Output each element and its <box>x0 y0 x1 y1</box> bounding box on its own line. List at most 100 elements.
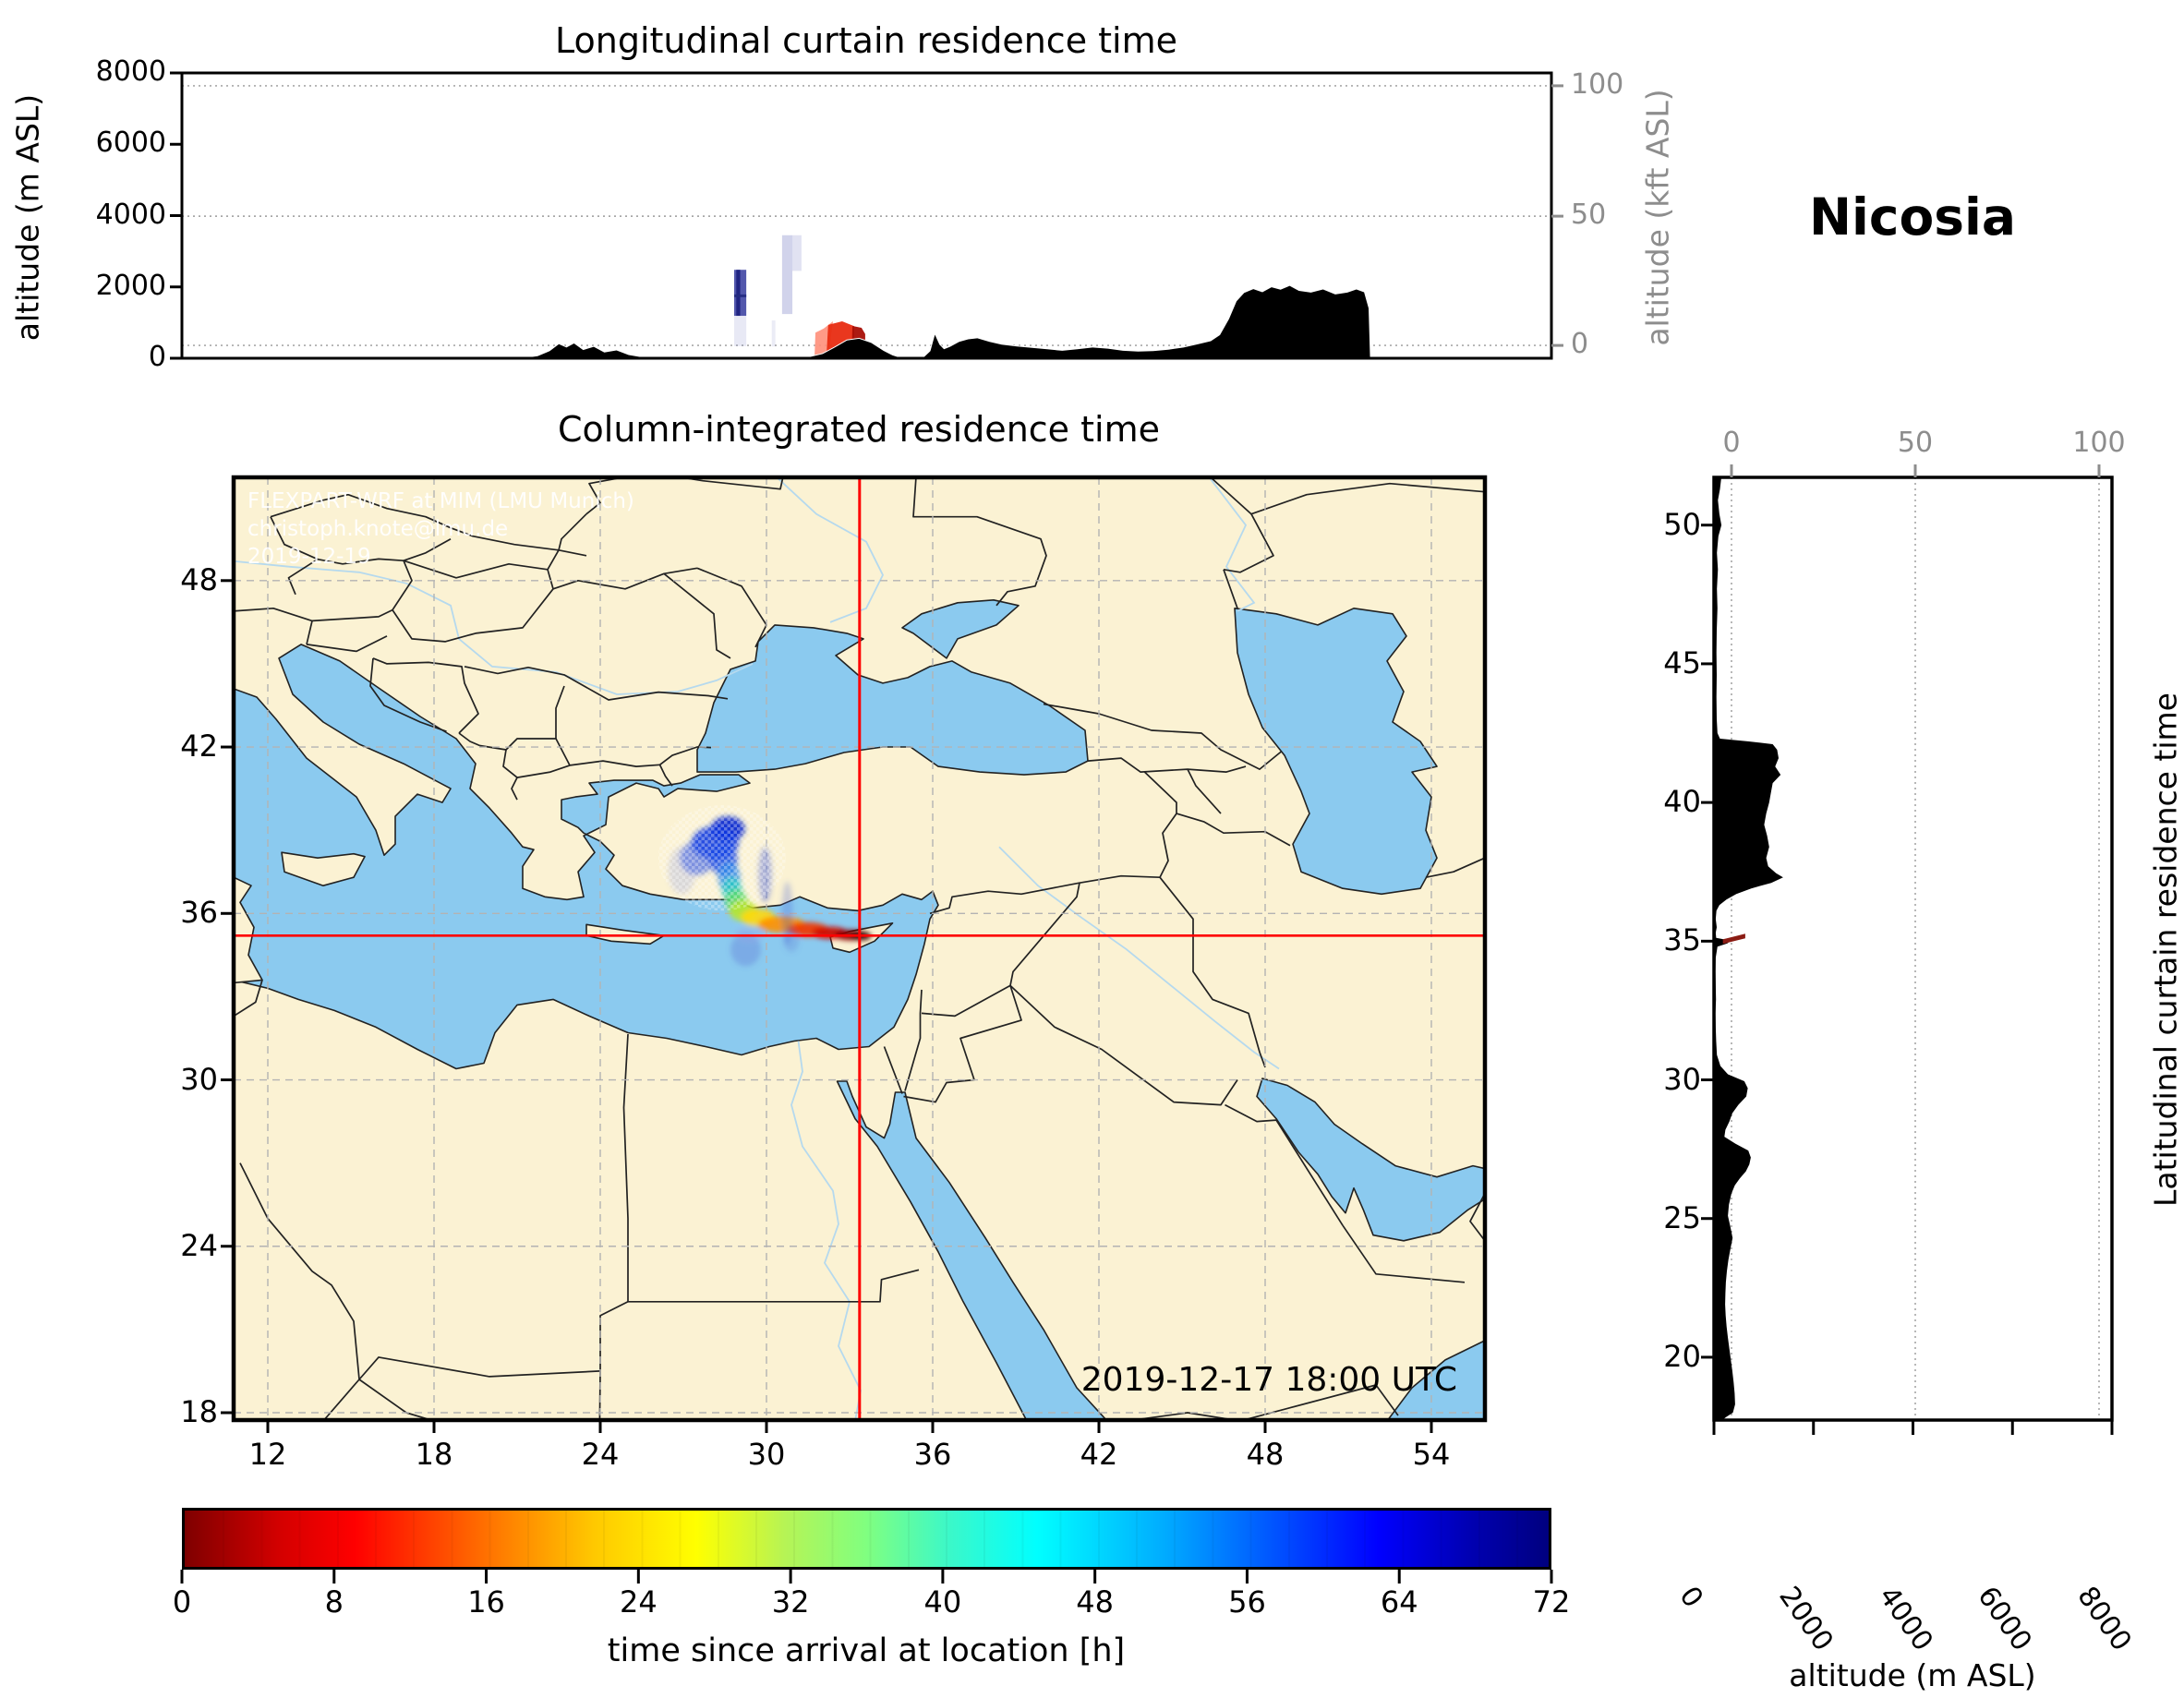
country-border <box>622 1033 629 1302</box>
latitudinal-ytick-label: 30 <box>1663 1061 1701 1097</box>
country-border <box>306 620 313 645</box>
country-border <box>479 738 556 751</box>
colorbar-tick-label: 72 <box>1532 1584 1571 1620</box>
river-line <box>790 1041 862 1420</box>
country-border <box>372 657 479 734</box>
residence-time-blue-column <box>771 320 776 347</box>
map-panel-title: Column-integrated residence time <box>558 409 1160 450</box>
water-body-mediterranean <box>234 644 939 1070</box>
longitudinal-ytick-right-label: 0 <box>1571 328 1589 361</box>
water-body-azov <box>901 599 1020 659</box>
colorbar-label: time since arrival at location [h] <box>607 1632 1126 1669</box>
map-panel <box>234 477 1485 1420</box>
country-border <box>1009 984 1238 1106</box>
country-border <box>555 685 565 739</box>
water-body-persian_gulf <box>1256 1078 1485 1242</box>
station-title: Nicosia <box>1809 187 2016 247</box>
map-xtick-label: 54 <box>1412 1437 1451 1472</box>
map-border <box>231 475 1488 1423</box>
country-border <box>904 989 923 1091</box>
island-tunisia <box>234 876 263 984</box>
country-border <box>1469 1193 1485 1242</box>
island-sicily <box>281 851 366 886</box>
colorbar <box>182 1508 1551 1570</box>
river-line <box>1209 477 1256 612</box>
country-border <box>1223 513 1274 573</box>
plume-blob <box>783 927 800 953</box>
latitudinal-ytick-label: 20 <box>1663 1338 1701 1374</box>
country-border <box>306 635 388 653</box>
country-border <box>555 738 571 766</box>
colorbar-tick-label: 56 <box>1228 1584 1266 1620</box>
longitudinal-ytick-right-label: 50 <box>1571 199 1607 232</box>
plume-blob <box>734 925 766 943</box>
longitudinal-terrain-profile <box>182 284 1551 359</box>
longitudinal-curtain-panel <box>170 71 1563 360</box>
country-border <box>1275 1119 1344 1226</box>
country-border <box>883 1046 903 1094</box>
map-watermark: FLEXPART-WRF at MIM (LMU Munich) christo… <box>247 488 634 571</box>
country-border <box>234 980 263 1018</box>
latitudinal-curtain-panel <box>1701 464 2114 1435</box>
water-body-red_sea <box>836 1080 1108 1420</box>
river-line <box>234 560 754 695</box>
latitudinal-ytick-label: 50 <box>1663 506 1701 542</box>
longitudinal-ylabel-right: altitude (kft ASL) <box>1639 89 1676 346</box>
map-xtick-label: 24 <box>581 1437 620 1472</box>
longitudinal-ytick-label: 8000 <box>95 55 166 88</box>
longitudinal-ytick-label: 2000 <box>95 269 166 302</box>
country-border <box>1187 768 1222 814</box>
country-border <box>458 732 480 747</box>
map-xtick-label: 42 <box>1080 1437 1118 1472</box>
country-border <box>403 537 452 562</box>
residence-time-blue-column <box>733 316 747 346</box>
latitudinal-ytick-label: 25 <box>1663 1199 1701 1235</box>
map-xtick-label: 12 <box>248 1437 287 1472</box>
latitudinal-xtick-top-label: 50 <box>1897 427 1934 459</box>
country-border <box>929 874 1161 915</box>
longitudinal-ytick-label: 0 <box>148 341 166 373</box>
country-border <box>1159 813 1177 878</box>
country-border <box>912 477 1047 607</box>
country-border <box>1425 857 1485 879</box>
country-border <box>1159 876 1266 1068</box>
latitudinal-xtick-top-label: 100 <box>2072 427 2126 459</box>
country-border <box>1009 883 1080 986</box>
country-border <box>403 549 560 579</box>
latitudinal-xlabel: altitude (m ASL) <box>1789 1657 2036 1693</box>
residence-time-blue-column <box>781 235 793 315</box>
colorbar-tick-label: 40 <box>923 1584 962 1620</box>
water-body-black_sea <box>696 624 1089 776</box>
country-border <box>464 666 729 701</box>
map-ytick-label: 48 <box>180 561 218 597</box>
residence-time-blue-column <box>792 235 802 271</box>
latitudinal-panel-border <box>1712 476 2114 1422</box>
colorbar-tick-label: 32 <box>771 1584 810 1620</box>
latitudinal-ytick-label: 35 <box>1663 922 1701 958</box>
colorbar-tick-label: 0 <box>172 1584 192 1620</box>
country-border <box>1342 1224 1466 1283</box>
water-body-arabian_sea <box>1386 1340 1485 1420</box>
longitudinal-ytick-label: 4000 <box>95 198 166 231</box>
map-ytick-label: 18 <box>180 1394 218 1429</box>
latitudinal-terrain-profile <box>1714 476 1783 1421</box>
residence-time-blue-column <box>736 270 741 317</box>
water-body-caspian <box>1234 608 1438 896</box>
country-border <box>569 760 660 767</box>
plume-pixel-texture <box>658 805 786 911</box>
country-border <box>1223 569 1238 609</box>
country-border <box>270 493 587 557</box>
watermark-line-3: 2019-12-19 <box>247 545 371 569</box>
colorbar-tick-label: 24 <box>619 1584 658 1620</box>
longitudinal-ytick-right-label: 100 <box>1571 67 1624 101</box>
latitudinal-ytick-label: 40 <box>1663 784 1701 820</box>
river-line <box>998 846 1280 1070</box>
latitudinal-ylabel: Latitudinal curtain residence time <box>2147 692 2184 1208</box>
country-border <box>1209 477 1485 515</box>
longitudinal-panel-title: Longitudinal curtain residence time <box>555 20 1177 61</box>
map-xtick-label: 18 <box>415 1437 453 1472</box>
latitudinal-red-dash <box>1722 933 1745 945</box>
watermark-line-2: christoph.knote@lmu.de <box>247 517 509 541</box>
